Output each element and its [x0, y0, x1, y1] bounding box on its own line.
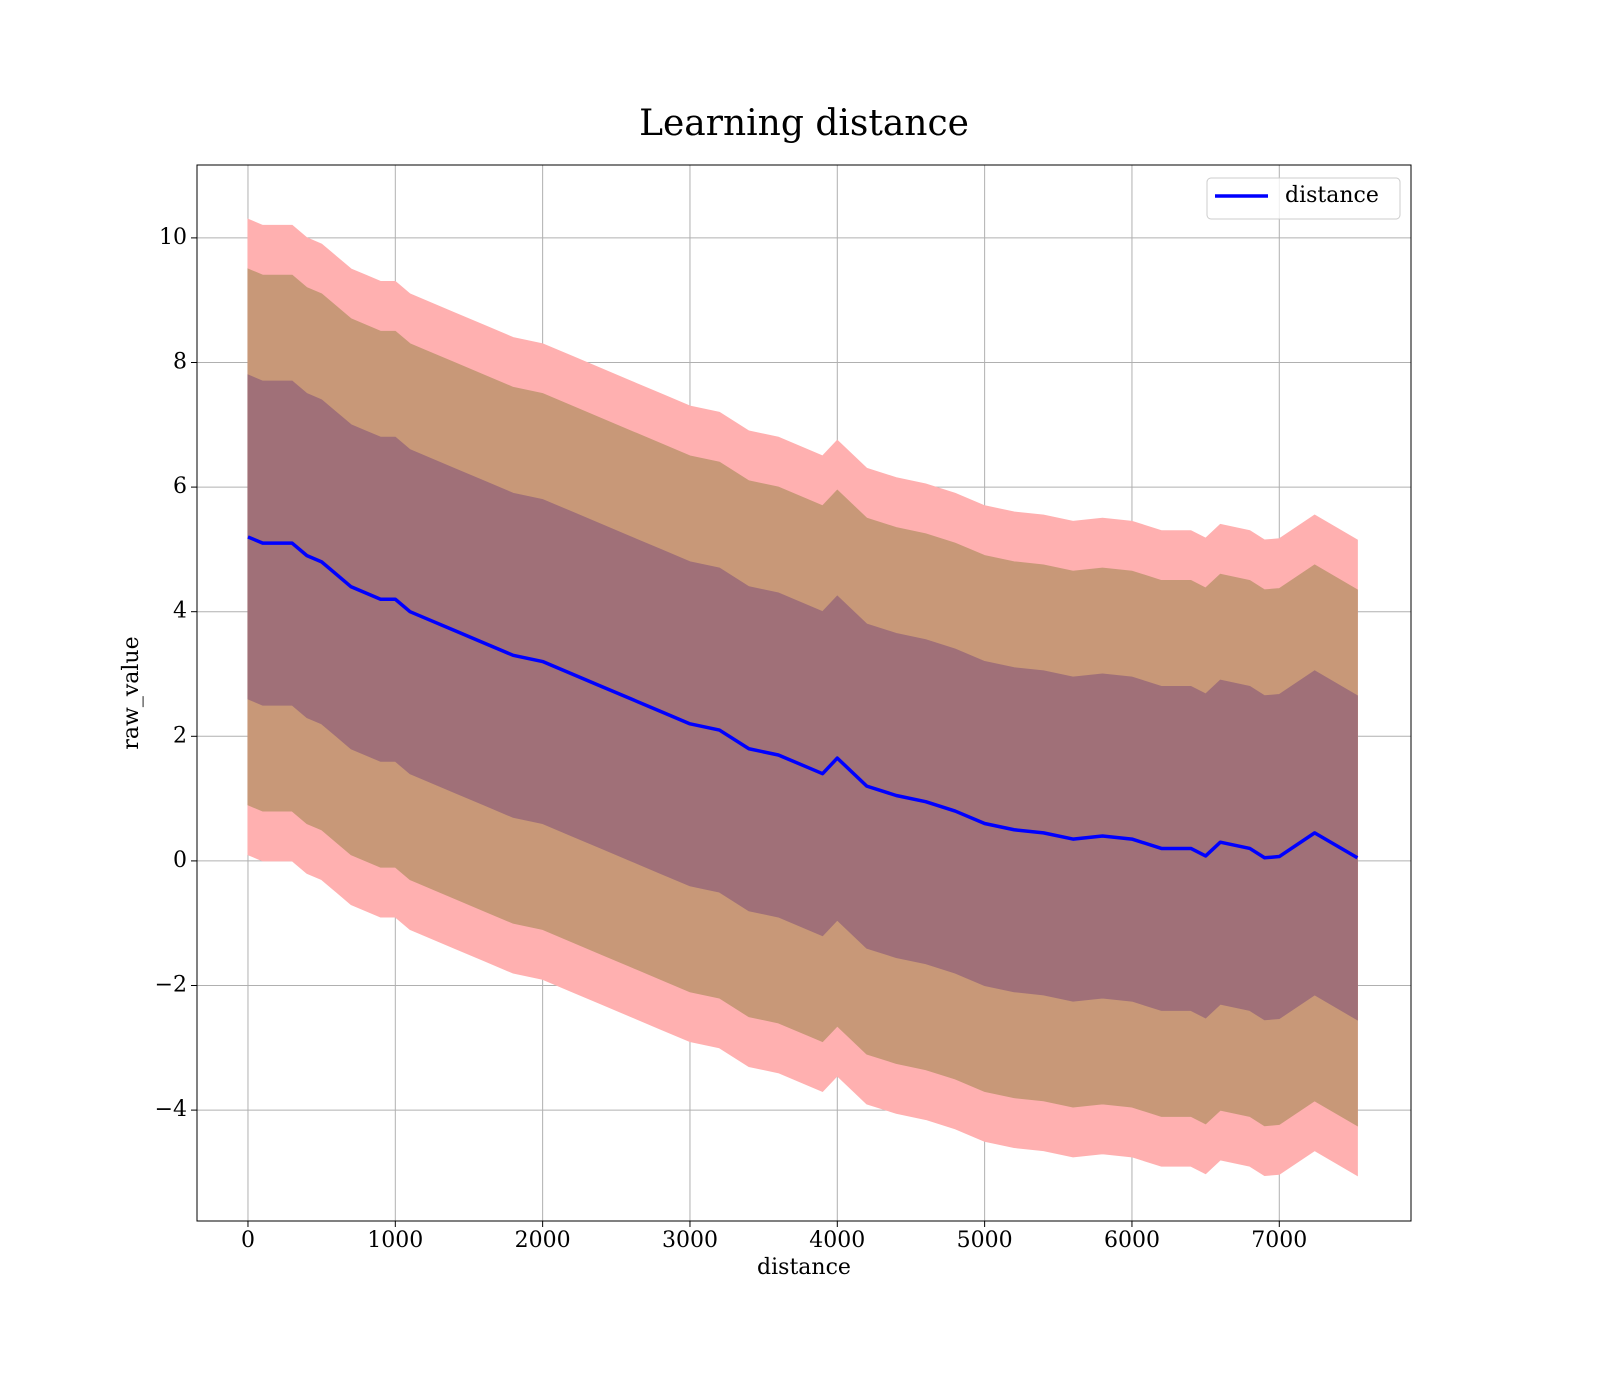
x-tick-label: 2000	[515, 1228, 571, 1253]
y-tick-label: 10	[159, 225, 187, 250]
plot-frame	[196, 164, 1412, 1222]
y-tick-label: 8	[173, 349, 187, 374]
x-tick-label: 1000	[367, 1228, 423, 1253]
legend-label: distance	[1285, 183, 1379, 208]
y-tick-label: −4	[155, 1097, 187, 1122]
y-tick-label: 2	[173, 723, 187, 748]
legend-box	[1206, 177, 1401, 220]
chart-title: Learning distance	[639, 103, 969, 144]
x-tick-label: 4000	[809, 1228, 865, 1253]
data-line	[247, 535, 1359, 860]
y-tick-label: −2	[155, 973, 187, 998]
x-tick-label: 3000	[662, 1228, 718, 1253]
x-tick-label: 5000	[957, 1228, 1013, 1253]
y-tick-label: 6	[173, 474, 187, 499]
y-axis-label: raw_value	[119, 636, 144, 749]
y-tick-label: 4	[173, 599, 187, 624]
x-tick-label: 0	[241, 1228, 255, 1253]
y-tick-label: 0	[173, 848, 187, 873]
x-axis-label: distance	[757, 1255, 851, 1280]
x-tick-label: 6000	[1104, 1228, 1160, 1253]
band-area	[247, 374, 1358, 1021]
x-tick-label: 7000	[1251, 1228, 1307, 1253]
